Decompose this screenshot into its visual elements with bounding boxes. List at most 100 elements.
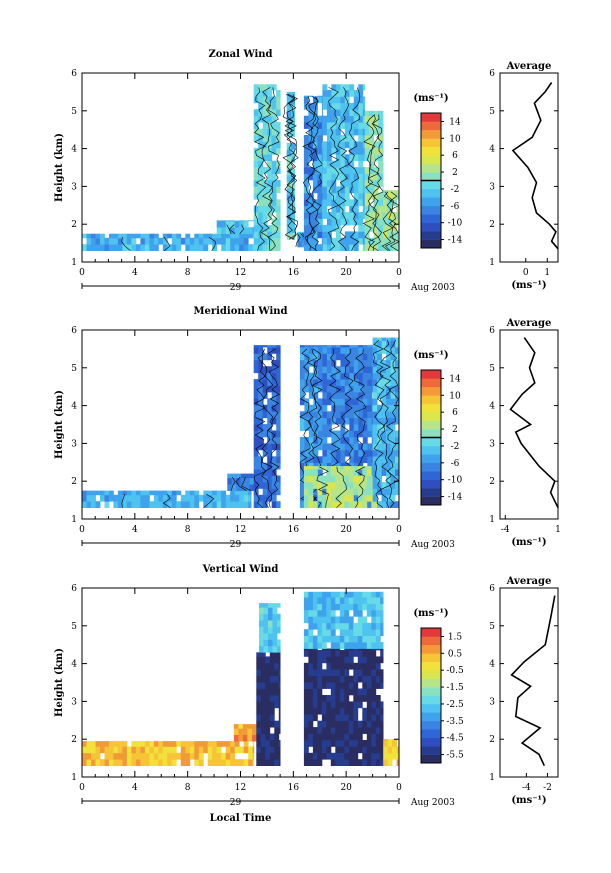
data-cell <box>117 752 123 760</box>
data-cell <box>331 102 337 110</box>
data-cell <box>271 385 277 393</box>
data-cell <box>135 752 141 760</box>
data-cell <box>262 424 268 431</box>
data-cell <box>267 90 273 97</box>
data-cell <box>271 199 277 207</box>
data-cell <box>358 353 364 361</box>
colorbar-tick-label: 10 <box>449 391 461 401</box>
average-profile-line <box>511 82 559 250</box>
data-cell <box>180 237 186 245</box>
data-cell <box>258 404 264 412</box>
data-cell <box>390 469 396 476</box>
data-cell <box>167 490 173 496</box>
data-cell <box>259 607 264 615</box>
data-cell <box>317 345 323 348</box>
data-cell <box>353 404 359 412</box>
data-cell <box>274 652 280 657</box>
data-cell <box>321 231 323 239</box>
data-cell <box>262 212 268 219</box>
data-cell <box>369 186 374 194</box>
data-cell <box>308 501 314 508</box>
data-cell <box>207 494 213 502</box>
data-cell <box>299 372 305 380</box>
data-cell <box>349 186 355 194</box>
data-cell <box>326 650 332 657</box>
data-cell <box>312 746 318 754</box>
data-cell <box>234 494 240 502</box>
data-cell <box>371 688 377 696</box>
data-cell <box>348 482 354 489</box>
data-cell <box>258 347 264 354</box>
data-cell <box>367 398 373 406</box>
data-cell <box>362 622 368 630</box>
data-cell <box>335 701 341 709</box>
data-cell <box>308 135 314 142</box>
data-cell <box>380 669 384 677</box>
data-cell <box>367 424 373 431</box>
average-y-tick-label: 2 <box>489 220 495 230</box>
data-cell <box>321 173 323 181</box>
data-cell <box>326 466 332 470</box>
data-cell <box>308 466 314 470</box>
data-cell <box>263 607 269 615</box>
data-cell <box>312 688 318 696</box>
data-cell <box>382 110 384 117</box>
data-cell <box>348 720 354 728</box>
contour-line <box>254 348 267 508</box>
data-cell <box>95 501 101 508</box>
data-cell <box>381 469 387 476</box>
data-block <box>256 652 281 766</box>
data-cell <box>322 231 328 239</box>
data-cell <box>230 752 236 760</box>
data-cell <box>326 733 332 741</box>
data-cell <box>198 494 204 502</box>
data-cell <box>371 746 377 754</box>
data-cell <box>322 96 328 104</box>
data-cell <box>371 759 377 766</box>
x-tick-label: 0 <box>79 525 85 535</box>
data-cell <box>366 662 372 670</box>
data-cell <box>340 154 346 162</box>
data-cell <box>381 430 387 438</box>
data-cell <box>317 225 323 232</box>
data-cell <box>248 752 254 760</box>
data-cell <box>303 695 309 702</box>
data-cell <box>277 626 281 634</box>
data-cell <box>357 597 363 604</box>
data-cell <box>312 128 318 136</box>
data-cell <box>317 141 323 149</box>
data-cell <box>276 411 281 419</box>
data-cell <box>312 225 318 232</box>
data-cell <box>344 488 350 496</box>
data-cell <box>317 379 323 386</box>
data-cell <box>340 84 346 91</box>
data-cell <box>303 727 309 734</box>
data-cell <box>317 231 323 239</box>
colorbar-swatch <box>421 653 441 662</box>
data-cell <box>326 244 332 251</box>
data-cell <box>113 746 119 754</box>
data-cell <box>260 707 266 715</box>
data-cell <box>256 759 262 766</box>
data-cell <box>265 759 271 766</box>
data-cell <box>353 466 359 470</box>
data-cell <box>253 398 259 406</box>
data-cell <box>126 746 132 754</box>
data-cell <box>335 733 341 741</box>
data-cell <box>321 205 323 213</box>
colorbar-swatch <box>421 146 441 156</box>
data-cell <box>348 603 354 611</box>
data-cell <box>95 237 101 245</box>
data-cell <box>367 392 373 399</box>
data-cell <box>330 591 336 598</box>
data-cell <box>392 190 397 194</box>
data-cell <box>358 225 364 232</box>
data-cell <box>256 714 262 722</box>
data-cell <box>100 759 105 766</box>
data-cell <box>335 147 341 155</box>
data-cell <box>371 404 373 412</box>
data-cell <box>262 488 268 496</box>
data-cell <box>390 475 396 483</box>
data-cell <box>366 482 372 489</box>
data-cell <box>358 141 364 149</box>
